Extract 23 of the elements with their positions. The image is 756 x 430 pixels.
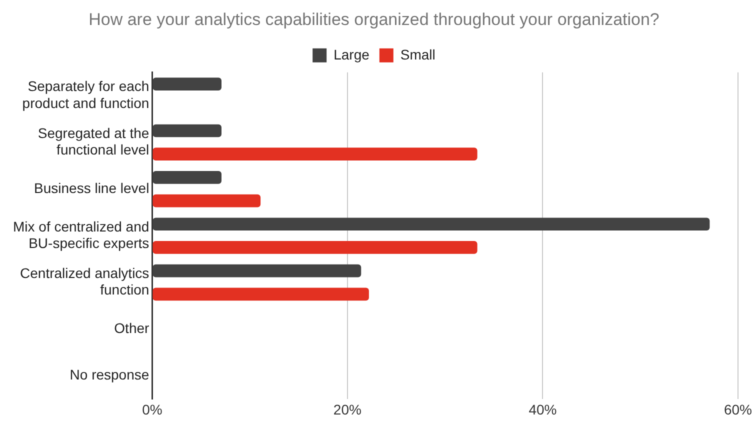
y-tick-label: Separately for each product and function	[22, 78, 150, 111]
legend-label: Small	[400, 46, 436, 62]
chart-title: How are your analytics capabilities organized throughout your organization?	[88, 10, 660, 29]
x-tick-label: 40%	[528, 401, 557, 418]
y-tick-label: Segregated at the functional level	[38, 124, 150, 158]
x-tick-label: 20%	[333, 401, 362, 418]
bar	[152, 218, 710, 231]
y-tick-label: No response	[70, 366, 150, 383]
legend-label: Large	[334, 46, 370, 62]
bar	[152, 148, 478, 161]
bar	[152, 264, 362, 278]
x-tick-label: 0%	[142, 401, 162, 418]
y-tick-label: Business line level	[34, 180, 150, 196]
bar	[152, 288, 369, 301]
bar	[152, 78, 222, 90]
y-tick-label: Other	[114, 320, 150, 336]
x-tick-label: 60%	[724, 401, 752, 418]
bar	[152, 241, 478, 254]
bar	[152, 124, 222, 138]
bar	[152, 194, 261, 208]
bar	[152, 171, 222, 184]
y-tick-label: Mix of centralized and BU-specific experts	[12, 218, 150, 252]
y-tick-label: Centralized analytics function	[20, 264, 150, 298]
